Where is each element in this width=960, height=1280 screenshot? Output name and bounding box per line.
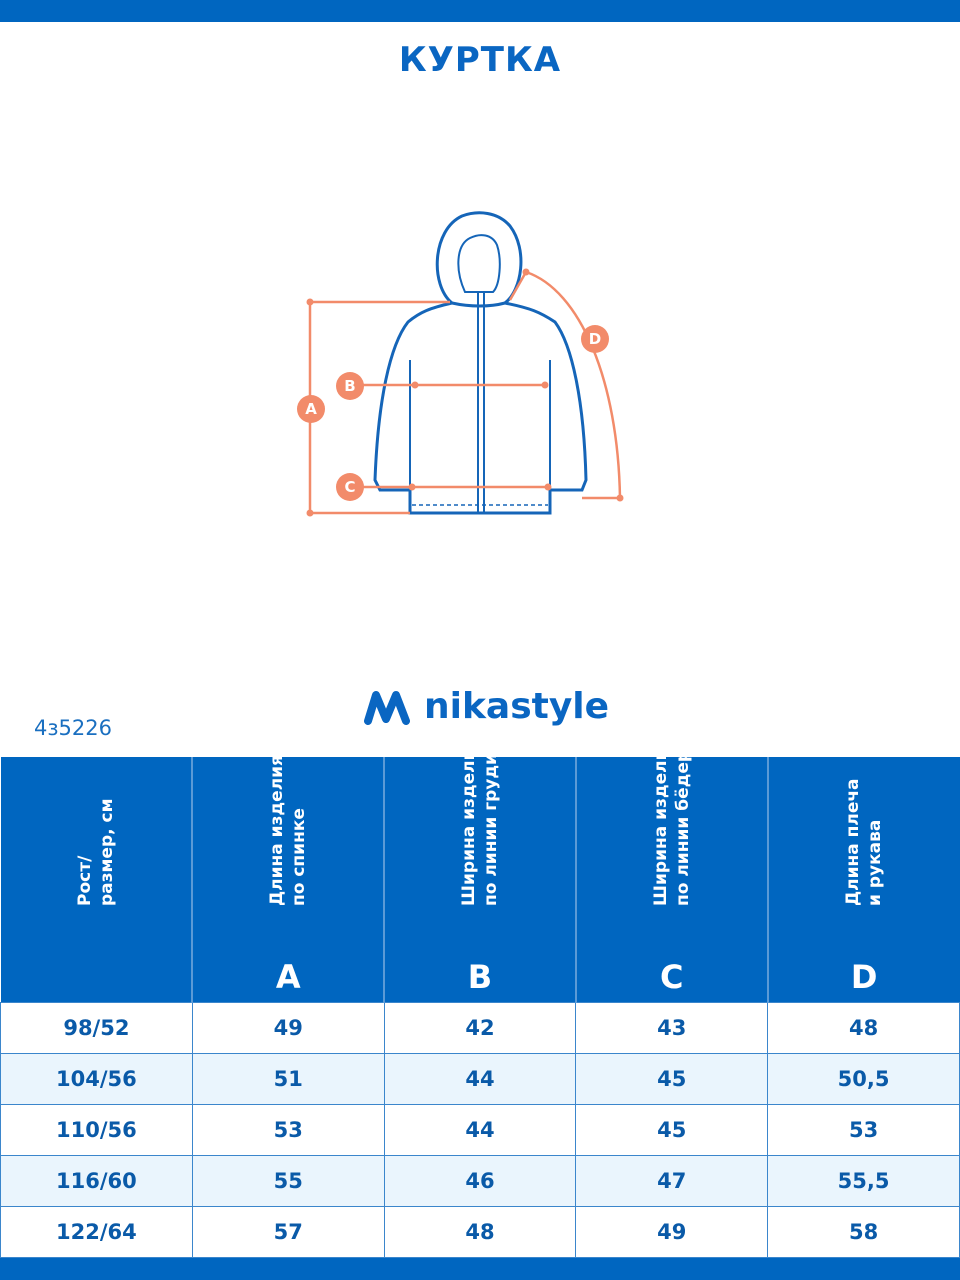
nikastyle-logo-icon [364, 690, 410, 725]
bottom-bar [0, 1258, 960, 1280]
table-cell: 104/56 [0, 1052, 193, 1105]
table-cell: 55,5 [767, 1155, 960, 1208]
table-row: 116/60 55 46 47 55,5 [0, 1155, 960, 1208]
table-cell: 53 [191, 1103, 385, 1157]
marker-d [581, 325, 609, 353]
header-text: Ширина изделия по линии бёдер [650, 737, 693, 906]
article-number: 4з5226 [34, 716, 112, 740]
top-bar [0, 0, 960, 22]
header-a: Длина изделия по спинке A [192, 755, 386, 1002]
table-cell: 51 [191, 1052, 385, 1105]
table-row: 110/56 53 44 45 53 [0, 1103, 960, 1157]
header-c: Ширина изделия по линии бёдер C [575, 737, 769, 1002]
table-cell: 49 [191, 1001, 385, 1054]
table-cell: 48 [383, 1206, 577, 1259]
header-letter: B [467, 957, 493, 996]
table-cell: 50,5 [767, 1052, 960, 1105]
table-row: 122/64 57 48 49 58 [0, 1206, 960, 1259]
table-cell: 110/56 [0, 1103, 193, 1157]
table-cell: 53 [767, 1103, 960, 1157]
table-cell: 44 [383, 1103, 577, 1157]
marker-a-label: A [305, 400, 317, 418]
table-cell: 47 [575, 1155, 769, 1208]
table-row: 104/56 51 44 45 50,5 [0, 1052, 960, 1105]
table-cell: 42 [383, 1001, 577, 1054]
jacket-diagram: A B C D [297, 211, 624, 517]
table-cell: 57 [191, 1206, 385, 1259]
header-text: Длина изделия по спинке [267, 754, 310, 906]
marker-c [336, 473, 364, 501]
header-size: Рост/ размер, см [0, 757, 194, 1002]
table-row: 98/52 49 42 43 48 [0, 1001, 960, 1054]
table-cell: 44 [383, 1052, 577, 1105]
header-letter: C [660, 957, 684, 996]
table-cell: 98/52 [0, 1001, 193, 1054]
page-title: КУРТКА [398, 40, 562, 80]
marker-d-label: D [589, 330, 601, 348]
table-cell: 46 [383, 1155, 577, 1208]
table-cell: 49 [575, 1206, 769, 1259]
measure-dots [306, 268, 624, 517]
size-table: Рост/ размер, см Длина изделия по спинке… [0, 737, 960, 1259]
header-text: Ширина изделия по линии груди [458, 737, 501, 906]
header-letter: A [275, 957, 301, 996]
header-text: Рост/ размер, см [74, 798, 117, 906]
table-cell: 122/64 [0, 1206, 193, 1259]
table-cell: 116/60 [0, 1155, 193, 1208]
header-text: Длина плеча и рукава [843, 777, 886, 906]
brand-logo: nikastyle [364, 686, 609, 727]
marker-a [297, 395, 325, 423]
table-cell: 48 [767, 1001, 960, 1054]
table-cell: 45 [575, 1103, 769, 1157]
table-cell: 55 [191, 1155, 385, 1208]
table-cell: 43 [575, 1001, 769, 1054]
header-d: Длина плеча и рукава D [767, 757, 960, 1002]
marker-b-label: B [344, 377, 355, 395]
marker-c-label: C [344, 478, 355, 496]
jacket-outline [373, 211, 588, 515]
header-letter: D [850, 957, 878, 996]
header-b: Ширина изделия по линии груди B [384, 737, 577, 1002]
marker-b [336, 372, 364, 400]
brand-name: nikastyle [424, 686, 610, 727]
table-cell: 45 [575, 1052, 769, 1105]
table-cell: 58 [767, 1206, 960, 1259]
